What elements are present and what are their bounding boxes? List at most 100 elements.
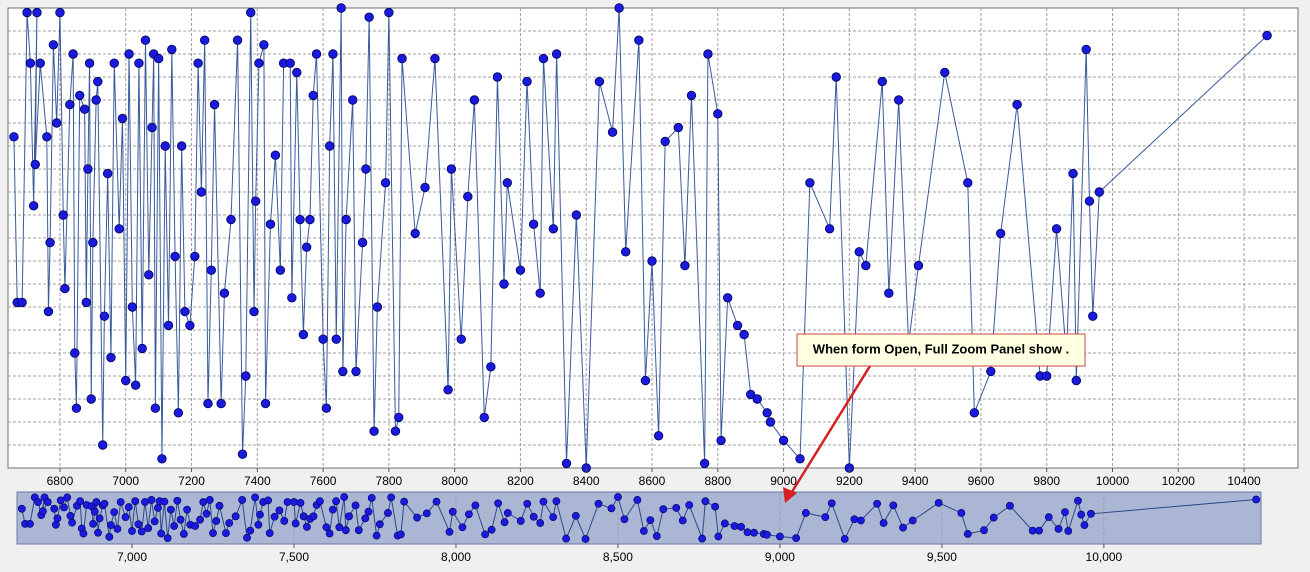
overview-point — [291, 519, 300, 528]
overview-point — [95, 514, 104, 523]
overview-point — [840, 535, 849, 543]
point — [216, 398, 226, 409]
point — [147, 122, 157, 133]
point — [219, 288, 230, 298]
overview-point — [1006, 501, 1014, 510]
overview-point — [367, 493, 376, 502]
point — [196, 187, 207, 197]
point — [249, 306, 259, 317]
overview-point — [163, 534, 172, 543]
point — [446, 164, 457, 174]
point — [114, 224, 124, 234]
point — [722, 293, 733, 303]
x-tick-label: 7000 — [112, 474, 139, 488]
point — [32, 7, 42, 18]
point — [653, 431, 664, 441]
overview-point — [191, 522, 200, 530]
x-tick-label: 10000 — [1096, 474, 1130, 488]
point — [81, 297, 91, 308]
point — [83, 164, 93, 174]
point — [153, 53, 164, 64]
x-tick-label: 7800 — [376, 474, 403, 488]
point — [91, 95, 101, 105]
point — [548, 224, 559, 234]
overview-point — [487, 525, 496, 534]
point — [42, 132, 52, 142]
overview-tick-label: 10,000 — [1086, 550, 1123, 564]
overview-point — [614, 493, 622, 501]
point — [117, 113, 128, 124]
overview-point — [63, 493, 72, 502]
overview-point — [750, 528, 758, 537]
point — [226, 214, 236, 225]
overview-point — [100, 499, 109, 508]
overview-point — [957, 509, 966, 517]
x-tick-label: 10400 — [1227, 474, 1261, 488]
point — [22, 7, 32, 18]
overview-point — [222, 529, 230, 538]
x-tick-label: 9400 — [902, 474, 929, 488]
x-tick-label: 9200 — [836, 474, 863, 488]
point — [84, 58, 95, 68]
overview-tick-label: 7,000 — [117, 550, 147, 564]
point — [102, 168, 113, 179]
overview-point — [934, 498, 943, 507]
overview-point — [209, 529, 217, 538]
point — [71, 403, 82, 413]
point — [86, 394, 96, 404]
overview-point — [980, 526, 988, 535]
point — [486, 362, 496, 372]
overview-tick-label: 9,000 — [765, 550, 795, 564]
overview-point — [251, 493, 260, 502]
point — [995, 228, 1006, 239]
overview-point — [698, 534, 707, 543]
point — [1088, 311, 1098, 321]
point — [443, 385, 453, 395]
overview-point — [134, 520, 143, 529]
point — [1068, 168, 1078, 179]
overview-point — [170, 522, 179, 530]
overview-tick-label: 7,500 — [279, 550, 309, 564]
overview-point — [128, 527, 136, 535]
point — [185, 320, 195, 331]
point — [673, 122, 684, 133]
overview-point — [345, 512, 353, 521]
overview-point — [205, 496, 214, 504]
overview-point — [94, 528, 102, 537]
overview-point — [150, 517, 159, 526]
point — [190, 251, 200, 262]
point — [361, 164, 371, 174]
point — [127, 302, 138, 312]
overview-point — [166, 505, 175, 514]
point — [55, 7, 65, 18]
point — [640, 375, 651, 386]
point — [292, 67, 302, 78]
point — [410, 228, 420, 239]
overview-point — [290, 498, 298, 506]
point — [75, 90, 85, 101]
x-tick-label: 9000 — [770, 474, 797, 488]
point — [686, 90, 697, 101]
overview-point — [1028, 526, 1037, 535]
annotation-arrow — [788, 365, 872, 496]
overview-point — [529, 512, 538, 521]
point — [163, 320, 174, 331]
point — [173, 408, 184, 418]
overview-point — [341, 526, 350, 535]
point — [369, 426, 379, 436]
point — [647, 256, 657, 266]
x-tick-label: 8200 — [507, 474, 534, 488]
overview-point — [264, 496, 272, 505]
overview-point — [821, 513, 830, 522]
point — [209, 99, 220, 110]
point — [795, 454, 805, 464]
point — [270, 150, 281, 160]
overview-tick-label: 9,500 — [927, 550, 957, 564]
overview-point — [141, 498, 149, 506]
point — [106, 352, 116, 363]
x-tick-label: 10200 — [1162, 474, 1196, 488]
point — [390, 426, 401, 436]
point — [456, 334, 466, 344]
overview-point — [581, 535, 590, 543]
overview-point — [620, 515, 629, 524]
